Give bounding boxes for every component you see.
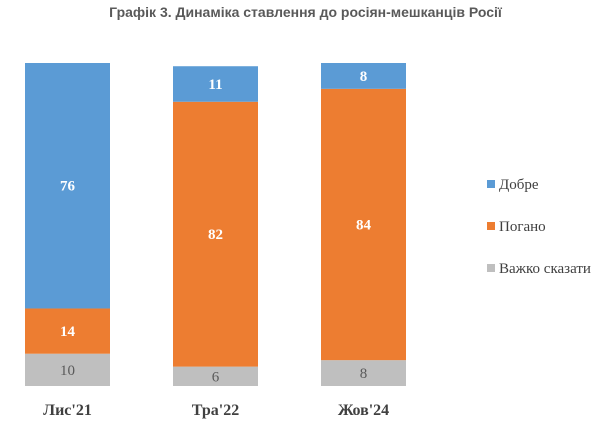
legend-label: Важко сказати [499, 261, 591, 277]
bar-segment [173, 366, 258, 386]
bar-segment [173, 101, 258, 367]
chart-title: Графік 3. Динаміка ставлення до росіян-м… [109, 4, 502, 20]
data-label: 14 [60, 324, 76, 340]
bars-group [25, 63, 406, 386]
bar-segment [321, 63, 406, 89]
x-axis-tick-labels: Лис'21 Тра'22 Жов'24 [43, 402, 389, 419]
x-tick-label: Жов'24 [338, 402, 389, 419]
bar-segment [25, 353, 110, 386]
legend-label: Погано [499, 219, 546, 235]
bar-segment [173, 66, 258, 102]
segment-labels-group: 10 14 76 6 82 11 8 84 8 [60, 69, 372, 385]
data-label: 84 [356, 218, 372, 234]
data-label: 10 [60, 363, 75, 379]
x-tick-label: Тра'22 [192, 402, 239, 419]
bar-segment [321, 360, 406, 386]
legend: Добре Погано Важко сказати [487, 177, 591, 277]
data-label: 6 [212, 369, 220, 385]
legend-label: Добре [499, 177, 539, 193]
bar-segment [25, 308, 110, 354]
data-label: 76 [60, 179, 76, 195]
data-label: 82 [208, 227, 223, 243]
data-label: 8 [360, 69, 368, 85]
legend-swatch [487, 222, 495, 230]
bar-segment [25, 63, 110, 309]
data-label: 8 [360, 366, 368, 382]
data-label: 11 [208, 77, 222, 93]
bar-segment [321, 88, 406, 361]
legend-swatch [487, 264, 495, 272]
legend-swatch [487, 180, 495, 188]
x-tick-label: Лис'21 [43, 402, 92, 419]
